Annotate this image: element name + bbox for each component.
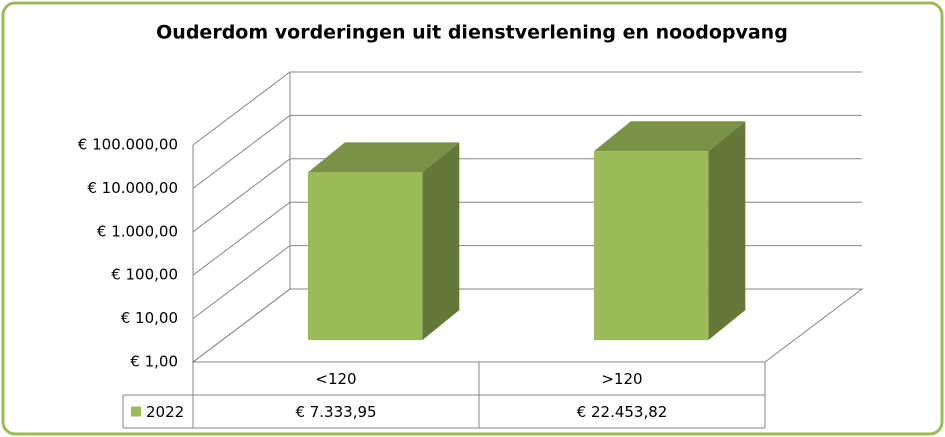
- bar-front: [307, 172, 423, 341]
- bar-top: [593, 121, 746, 152]
- y-tick-label: € 10.000,00: [87, 179, 178, 197]
- y-tick-label: € 100,00: [111, 266, 178, 284]
- bar-front: [593, 151, 709, 341]
- category-label: >120: [601, 370, 642, 388]
- y-tick-label: € 10,00: [121, 309, 178, 327]
- y-tick-label: € 1.000,00: [97, 222, 178, 240]
- chart-title: Ouderdom vorderingen uit dienstverlening…: [156, 22, 788, 44]
- value-label: € 22.453,82: [577, 403, 668, 421]
- bar-side: [422, 142, 460, 341]
- grid-line: [192, 114, 862, 189]
- category-label: <120: [315, 370, 356, 388]
- legend-label: 2022: [146, 403, 184, 421]
- y-tick-label: € 100.000,00: [78, 136, 178, 154]
- grid-line: [192, 71, 862, 146]
- y-tick-label: € 1,00: [130, 353, 178, 371]
- bar-top: [307, 142, 460, 173]
- bar: [307, 142, 460, 341]
- legend-swatch: [131, 406, 141, 417]
- value-label: € 7.333,95: [295, 403, 376, 421]
- bar: [593, 121, 746, 341]
- bar-side: [708, 121, 746, 341]
